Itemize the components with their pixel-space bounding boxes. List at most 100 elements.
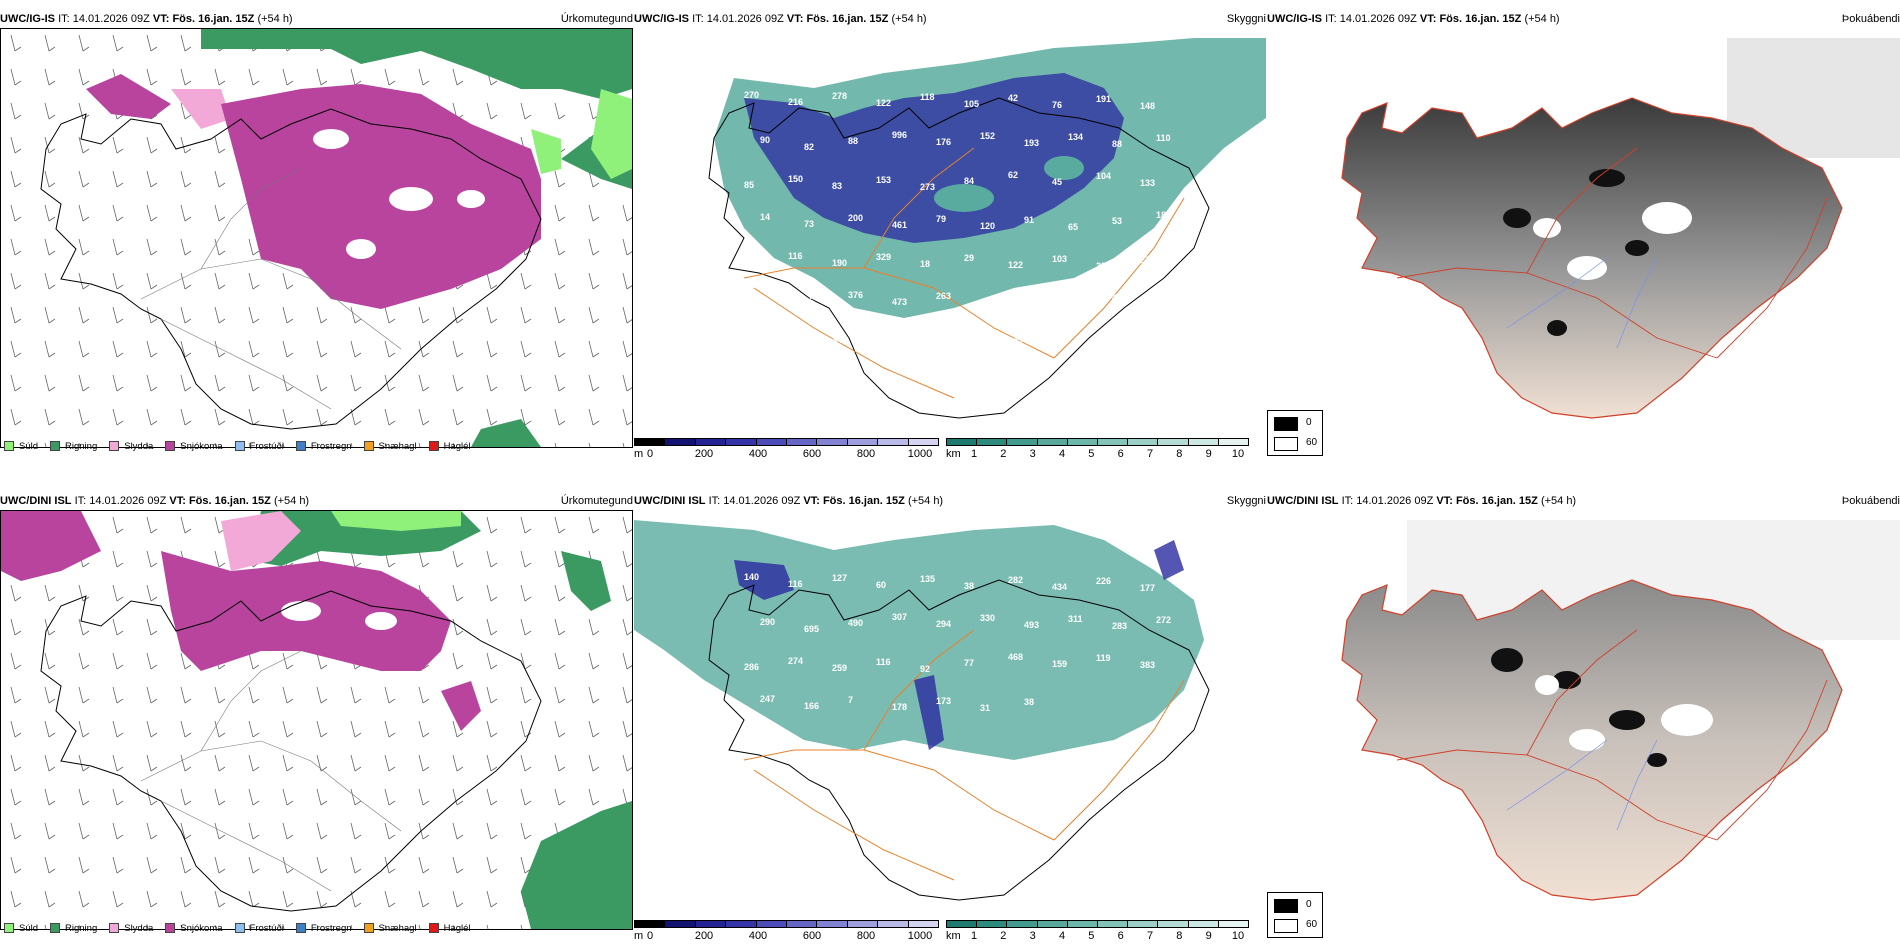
suld-area xyxy=(531,89,632,179)
map-value-label: 367 xyxy=(1156,300,1171,310)
panel-title: Skyggni xyxy=(1226,13,1266,25)
fog-legend: 0 60 xyxy=(1267,892,1323,938)
row2-precip-panel: UWC/DINI ISL IT: 14.01.2026 09Z VT: Fös.… xyxy=(0,492,633,947)
colorbar-step xyxy=(947,921,978,927)
colorbar-tick: 400 xyxy=(748,448,768,460)
model-name: UWC/DINI ISL xyxy=(0,495,72,507)
rivers xyxy=(1506,739,1658,831)
colorbar-tick: 10 xyxy=(1231,930,1245,942)
legend-label: Rigning xyxy=(65,922,98,934)
ceiling-colorbar: m 0 200 400 600 800 1000 xyxy=(634,920,939,946)
lead-time: (+54 h) xyxy=(257,13,293,25)
ceiling-colorbar: m 0 200 400 600 800 1000 xyxy=(634,438,939,464)
map-value-label: 167 xyxy=(744,257,759,267)
panel-title: Úrkomutegund xyxy=(560,13,633,25)
colorbar-step xyxy=(878,921,909,927)
snow-holes xyxy=(313,129,485,259)
map-value-label: 110 xyxy=(1156,133,1171,143)
colorbar-step xyxy=(665,921,696,927)
map-value-label: 38 xyxy=(1024,697,1034,707)
colorbar-step xyxy=(787,921,818,927)
precip-legend: Súld Rigning Slydda Snjókoma Frostúði Fr… xyxy=(4,920,483,936)
colorbar-tick: 6 xyxy=(1117,448,1124,460)
colorbar-step xyxy=(1098,921,1129,927)
lead-time: (+54 h) xyxy=(1540,495,1577,507)
fog-map xyxy=(1307,28,1900,428)
map-value-label: 88 xyxy=(848,136,858,146)
legend-label: Frostúði xyxy=(249,922,284,934)
legend-swatch xyxy=(109,923,120,933)
vt-label: VT: xyxy=(152,13,170,25)
row1-vis-panel: UWC/IG-IS IT: 14.01.2026 09Z VT: Fös. 16… xyxy=(634,10,1266,465)
legend-swatch xyxy=(428,923,439,933)
colorbar-tick: 3 xyxy=(1029,448,1036,460)
legend-item: Snæhagl xyxy=(363,923,417,934)
colorbar-tick: 9 xyxy=(1205,448,1212,460)
colorbar-step xyxy=(947,439,978,445)
map-value-label: 294 xyxy=(936,619,951,629)
map-value-label: 42 xyxy=(1008,93,1018,103)
legend-item: Haglél xyxy=(428,923,471,934)
map-value-label: 490 xyxy=(848,618,863,628)
iceland-outline xyxy=(708,579,1210,901)
vis-map: 140 116 127 60 135 38 282 434 226 177 290 695 490 307… xyxy=(634,510,1266,910)
map-value-label: 79 xyxy=(936,214,946,224)
ceiling-unit: m xyxy=(634,448,644,460)
map-value-label: 84 xyxy=(964,176,974,186)
colorbar-tick: 5 xyxy=(1088,930,1095,942)
it-label: IT: xyxy=(1341,495,1354,507)
iceland-outline xyxy=(708,97,1210,419)
colorbar-step xyxy=(1037,439,1068,445)
colorbar-step xyxy=(977,921,1008,927)
map-value-label: 259 xyxy=(832,663,847,673)
map-value-label: 241 xyxy=(964,330,979,340)
legend-item: Snjókoma xyxy=(165,441,223,452)
legend-swatch xyxy=(165,923,176,933)
colorbar-tick: 0 xyxy=(646,448,654,460)
map-value-label: 383 xyxy=(1140,660,1155,670)
fog-legend-label: 60 xyxy=(1306,919,1318,930)
colorbar-tick: 5 xyxy=(1088,448,1095,460)
legend-item: Snæhagl xyxy=(363,441,417,452)
colorbar-tick: 7 xyxy=(1146,448,1154,460)
row1-fog-header: UWC/IG-IS IT: 14.01.2026 09Z VT: Fös. 16… xyxy=(1267,10,1900,28)
map-value-label: 92 xyxy=(920,664,930,674)
map-value-label: 457 xyxy=(788,341,803,351)
legend-label: Súld xyxy=(19,922,39,934)
visibility-labels: 140 116 127 60 135 38 282 434 226 177 290 695 490 307… xyxy=(744,572,1171,713)
map-value-label: 118 xyxy=(920,92,935,102)
map-value-label: 173 xyxy=(936,696,951,706)
map-value-label: 352 xyxy=(876,342,891,352)
colorbar-step xyxy=(756,921,788,927)
map-value-label: 178 xyxy=(892,702,907,712)
map-value-label: 18 xyxy=(920,259,930,269)
map-value-label: 119 xyxy=(1096,653,1111,663)
map-value-label: 216 xyxy=(788,97,803,107)
legend-swatch xyxy=(363,923,374,933)
colorbar-tick: 1 xyxy=(970,448,978,460)
map-value-label: 90 xyxy=(760,135,770,145)
legend-swatch xyxy=(363,441,374,451)
legend-item: Súld xyxy=(4,441,38,452)
colorbar-step xyxy=(726,439,757,445)
legend-label: Slydda xyxy=(124,440,154,452)
colorbar-step xyxy=(908,439,939,445)
colorbar-tick: 0 xyxy=(646,930,654,942)
map-value-label: 200 xyxy=(848,213,863,223)
lead-time: (+54 h) xyxy=(907,495,944,507)
map-value-label: 116 xyxy=(788,579,803,589)
map-value-label: 434 xyxy=(1052,582,1067,592)
vis-map-svg: 270 216 278 122 118 105 42 76 191 148 90 82 88 996 176… xyxy=(708,38,1266,419)
map-value-label: 29 xyxy=(964,253,974,263)
clear-spots xyxy=(1533,202,1692,280)
colorbar-step xyxy=(1218,921,1249,927)
map-value-label: 31 xyxy=(980,703,990,713)
lead-time: (+54 h) xyxy=(891,13,927,25)
colorbar-step xyxy=(695,921,727,927)
row2-vis-panel: UWC/DINI ISL IT: 14.01.2026 09Z VT: Fös.… xyxy=(634,492,1266,947)
vt-value: Fös. 16.jan. 15Z xyxy=(806,13,889,25)
map-value-label: 14 xyxy=(760,212,770,222)
precip-map xyxy=(0,510,633,930)
map-value-label: 38 xyxy=(964,581,974,591)
colorbar-step xyxy=(665,439,696,445)
